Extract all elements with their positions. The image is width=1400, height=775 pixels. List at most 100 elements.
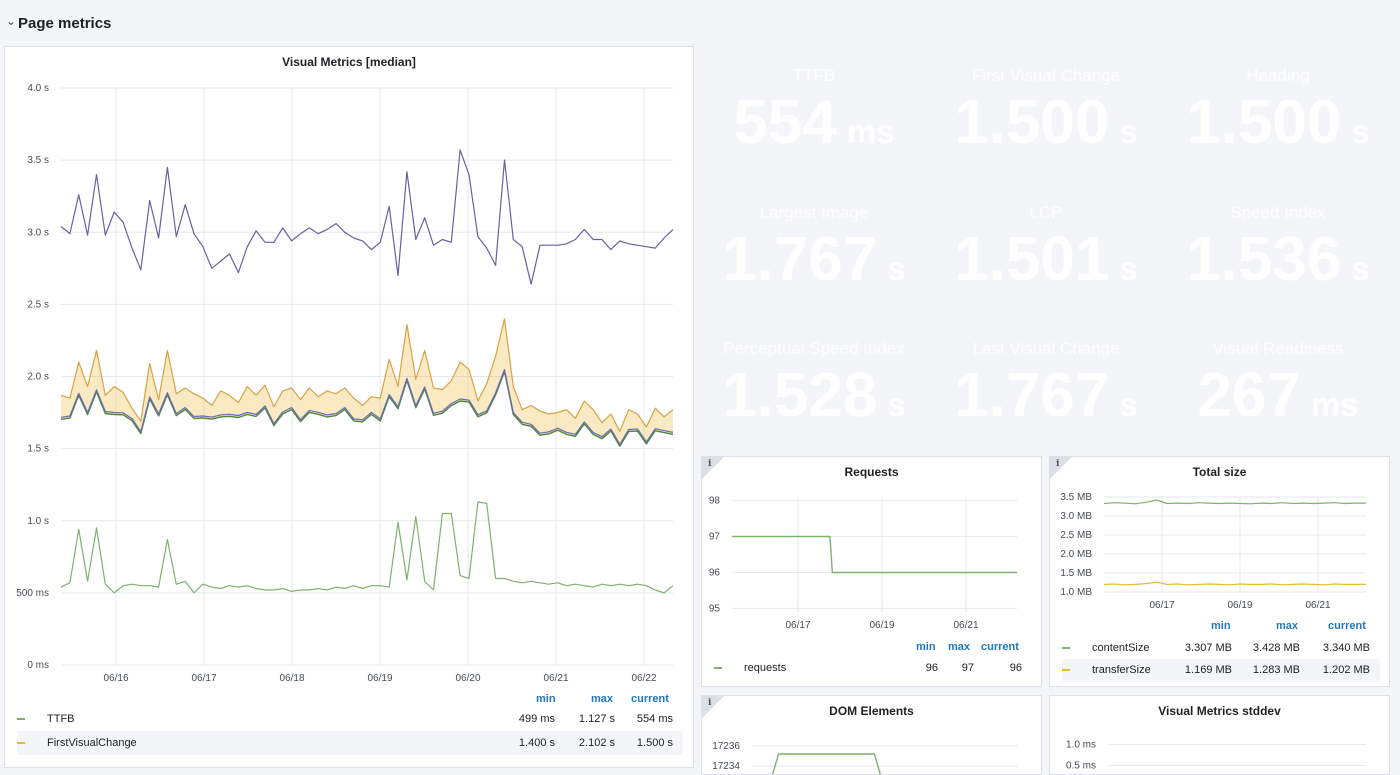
panel-title: DOM Elements bbox=[829, 704, 914, 718]
x-tick-label: 06/19 bbox=[1227, 600, 1252, 611]
legend-header-min: min bbox=[1211, 620, 1231, 632]
stat-perceptual-speed-index[interactable]: Perceptual Speed Index 1.528 s bbox=[702, 320, 926, 447]
legend-color-swatch bbox=[714, 667, 722, 670]
stat-unit: s bbox=[1351, 113, 1370, 150]
y-tick-label: 1.5 s bbox=[27, 444, 49, 455]
legend-color-swatch bbox=[1062, 647, 1070, 650]
legend-item-firstvisualchange[interactable]: FirstVisualChange 1.400 s 2.102 s 1.500 … bbox=[17, 731, 683, 755]
y-tick-label: 0 ms bbox=[27, 660, 49, 671]
stat-largest-image[interactable]: Largest Image 1.767 s bbox=[702, 184, 926, 311]
info-icon[interactable]: i bbox=[708, 698, 712, 708]
x-tick-label: 06/21 bbox=[543, 673, 568, 684]
y-tick-label: 1.0 MB bbox=[1060, 587, 1092, 598]
legend-series-name: transferSize bbox=[1092, 664, 1151, 676]
x-tick-label: 06/17 bbox=[1149, 600, 1174, 611]
stat-title: First Visual Change bbox=[971, 66, 1121, 85]
y-tick-label: 17236 bbox=[712, 741, 740, 752]
chevron-down-icon[interactable]: ⌄ bbox=[6, 14, 17, 28]
stat-unit: s bbox=[1119, 113, 1138, 150]
stat-ttfb[interactable]: TTFB 554 ms bbox=[702, 47, 926, 174]
stat-value: 554 ms bbox=[702, 87, 926, 158]
legend-max: 1.283 MB bbox=[1252, 664, 1300, 676]
stat-first-visual-change[interactable]: First Visual Change 1.500 s bbox=[934, 47, 1158, 174]
legend-header-current: current bbox=[981, 641, 1019, 653]
legend-current: 554 ms bbox=[636, 713, 673, 725]
y-tick-label: 1.0 ms bbox=[1066, 740, 1096, 751]
stat-unit: ms bbox=[846, 113, 895, 150]
stat-value: 1.767 s bbox=[702, 224, 926, 295]
row-header-page-metrics[interactable]: ⌄ Page metrics bbox=[0, 0, 1400, 46]
y-tick-label: 3.5 MB bbox=[1060, 492, 1092, 503]
stat-speed-index[interactable]: Speed Index 1.536 s bbox=[1166, 184, 1390, 311]
visual-metrics-median-panel: Visual Metrics [median] 0 ms 500 ms 1.0 s 1… bbox=[4, 46, 694, 768]
panel-info-corner[interactable] bbox=[702, 696, 724, 718]
y-tick-label: 2.0 s bbox=[27, 372, 49, 383]
legend-item-contentsize[interactable]: contentSize 3.307 MB 3.428 MB 3.340 MB bbox=[1062, 637, 1380, 659]
stat-title: Visual Readiness bbox=[1212, 339, 1344, 358]
info-icon[interactable]: i bbox=[1056, 459, 1060, 469]
stat-title: Perceptual Speed Index bbox=[723, 339, 905, 358]
legend-current: 1.202 MB bbox=[1322, 664, 1370, 676]
stat-unit: ms bbox=[1310, 386, 1359, 423]
stat-title: Last Visual Change bbox=[972, 339, 1120, 358]
stat-value: 1.500 s bbox=[1166, 87, 1390, 158]
legend-item-requests[interactable]: requests 96 97 96 bbox=[714, 658, 1032, 678]
legend-min: 96 bbox=[925, 662, 938, 674]
visual-metrics-stddev-panel: Visual Metrics stddev 0.5 ms 1.0 ms bbox=[1049, 695, 1390, 775]
stat-heading[interactable]: Heading 1.500 s bbox=[1166, 47, 1390, 174]
panel-info-corner[interactable] bbox=[1050, 457, 1072, 479]
legend-item-ttfb[interactable]: TTFB 499 ms 1.127 s 554 ms bbox=[17, 707, 683, 731]
legend-min: 1.400 s bbox=[518, 737, 555, 749]
stat-lcp[interactable]: LCP 1.501 s bbox=[934, 184, 1158, 311]
legend-min: 3.307 MB bbox=[1184, 642, 1232, 654]
legend-series-name: TTFB bbox=[47, 713, 75, 725]
y-tick-label: 3.0 MB bbox=[1060, 511, 1092, 522]
legend-min: 499 ms bbox=[518, 713, 555, 725]
stat-last-visual-change[interactable]: Last Visual Change 1.767 s bbox=[934, 320, 1158, 447]
info-icon[interactable]: i bbox=[708, 459, 712, 469]
stat-number: 1.500 bbox=[1186, 88, 1342, 157]
legend-current: 1.500 s bbox=[636, 737, 673, 749]
series-line-heading bbox=[60, 370, 674, 447]
y-tick-label: 2.5 s bbox=[27, 299, 49, 310]
y-tick-label: 2.0 MB bbox=[1060, 549, 1092, 560]
legend-header-max: max bbox=[948, 641, 971, 653]
stat-unit: s bbox=[887, 250, 906, 287]
stat-visual-readiness[interactable]: Visual Readiness 267 ms bbox=[1166, 320, 1390, 447]
legend-header-max: max bbox=[591, 693, 614, 705]
x-tick-label: 06/21 bbox=[1305, 600, 1330, 611]
stat-title: TTFB bbox=[792, 66, 836, 85]
stat-value: 267 ms bbox=[1166, 360, 1390, 431]
stat-title: Speed Index bbox=[1230, 203, 1326, 222]
row-title: Page metrics bbox=[18, 15, 112, 32]
firstvisualchange-band-area bbox=[61, 318, 673, 447]
series-line-last-visual-change bbox=[60, 149, 674, 285]
y-tick-label: 1.5 MB bbox=[1060, 568, 1092, 579]
y-tick-label: 0.5 ms bbox=[1066, 760, 1096, 771]
stat-number: 267 bbox=[1197, 361, 1301, 430]
panel-title: Visual Metrics stddev bbox=[1158, 704, 1281, 718]
visual-metrics-stddev-chart: 0.5 ms 1.0 ms bbox=[1066, 740, 1366, 771]
x-tick-label: 06/20 bbox=[455, 673, 480, 684]
x-tick-label: 06/21 bbox=[953, 620, 978, 631]
legend-series-name: requests bbox=[744, 662, 787, 674]
series-line-firstvisualchange bbox=[60, 318, 674, 432]
stat-number: 1.767 bbox=[722, 225, 878, 294]
y-tick-label: 95 bbox=[709, 603, 721, 614]
legend-header-current: current bbox=[631, 693, 669, 705]
legend-max: 2.102 s bbox=[578, 737, 615, 749]
legend-current: 96 bbox=[1009, 662, 1022, 674]
y-tick-label: 98 bbox=[709, 496, 721, 507]
series-line-speed-index bbox=[60, 368, 674, 445]
stat-value: 1.500 s bbox=[934, 87, 1158, 158]
series-line-transfersize bbox=[1103, 581, 1366, 586]
series-line-dom-elements bbox=[771, 753, 881, 774]
panel-info-corner[interactable] bbox=[702, 457, 724, 479]
panel-title: Requests bbox=[844, 465, 899, 479]
legend-item-transfersize[interactable]: transferSize 1.169 MB 1.283 MB 1.202 MB bbox=[1062, 659, 1380, 681]
legend-header-min: min bbox=[916, 641, 936, 653]
x-tick-label: 06/19 bbox=[869, 620, 894, 631]
stat-value: 1.767 s bbox=[934, 360, 1158, 431]
panel-title: Visual Metrics [median] bbox=[282, 55, 416, 69]
stat-value: 1.536 s bbox=[1166, 224, 1390, 295]
